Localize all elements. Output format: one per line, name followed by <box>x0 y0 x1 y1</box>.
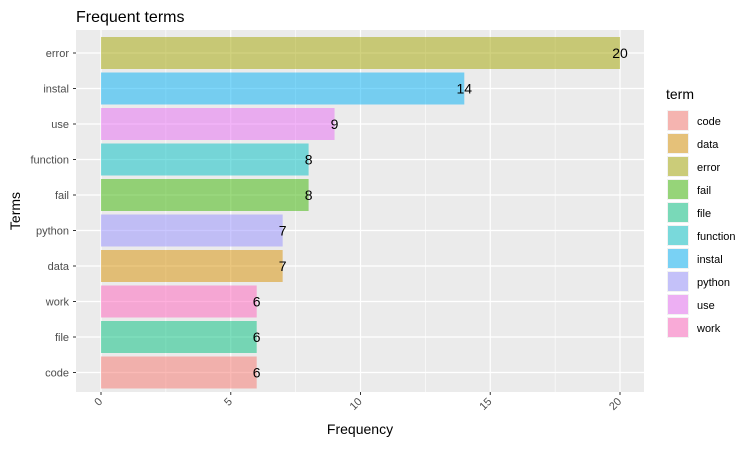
bar-data <box>101 250 283 282</box>
value-label-instal: 14 <box>457 81 473 97</box>
bar-work <box>101 285 257 318</box>
bar-function <box>101 143 309 176</box>
bar-use <box>101 108 335 140</box>
legend-swatch-python <box>668 272 688 291</box>
x-tick-label-20: 20 <box>607 396 624 413</box>
y-tick-label-instal: instal <box>43 84 69 96</box>
legend-swatch-error <box>668 157 688 176</box>
legend-swatch-file <box>668 203 688 222</box>
legend-title: term <box>666 86 694 102</box>
y-axis: error instal use function fail python data work… <box>30 48 76 380</box>
bar-fail <box>101 179 309 211</box>
legend-label-python: python <box>697 277 730 289</box>
y-tick-label-work: work <box>45 297 70 309</box>
value-label-file: 6 <box>253 329 261 345</box>
value-label-function: 8 <box>305 152 313 168</box>
y-tick-label-file: file <box>55 332 69 344</box>
bar-code <box>101 356 257 389</box>
value-label-fail: 8 <box>305 187 313 203</box>
legend-swatch-function <box>668 226 688 245</box>
value-label-error: 20 <box>612 45 628 61</box>
legend-label-work: work <box>696 323 721 335</box>
legend: term code data error fail file function instal… <box>666 86 736 338</box>
legend-label-function: function <box>697 231 736 243</box>
bars-layer <box>101 37 620 389</box>
x-axis: 0 5 10 15 20 <box>92 392 624 413</box>
bar-python <box>101 214 283 247</box>
y-tick-label-python: python <box>36 226 69 238</box>
value-label-data: 7 <box>279 258 287 274</box>
x-tick-label-10: 10 <box>348 396 365 413</box>
y-tick-label-function: function <box>30 155 69 167</box>
legend-swatch-code <box>668 111 688 130</box>
legend-label-code: code <box>697 116 721 128</box>
legend-swatch-instal <box>668 249 688 268</box>
legend-label-fail: fail <box>697 185 711 197</box>
y-tick-label-error: error <box>46 48 70 60</box>
y-tick-label-fail: fail <box>55 190 69 202</box>
chart-title: Frequent terms <box>76 9 184 26</box>
y-tick-label-use: use <box>51 119 69 131</box>
value-labels-layer: 20 14 9 8 8 7 7 6 6 6 <box>253 45 628 381</box>
value-label-python: 7 <box>279 223 287 239</box>
x-axis-title: Frequency <box>327 421 393 437</box>
legend-swatch-data <box>668 134 688 153</box>
value-label-code: 6 <box>253 365 261 381</box>
legend-swatch-fail <box>668 180 688 199</box>
bar-file <box>101 321 257 353</box>
bar-instal <box>101 72 465 105</box>
x-tick-label-0: 0 <box>92 396 105 409</box>
legend-label-error: error <box>697 162 721 174</box>
legend-label-use: use <box>697 300 715 312</box>
y-axis-title: Terms <box>7 192 23 230</box>
y-tick-label-data: data <box>48 261 70 273</box>
bar-error <box>101 37 620 69</box>
x-tick-label-5: 5 <box>222 396 235 409</box>
legend-swatch-work <box>668 318 688 337</box>
x-tick-label-15: 15 <box>477 396 494 413</box>
legend-swatch-use <box>668 295 688 314</box>
y-tick-label-code: code <box>45 368 69 380</box>
legend-label-file: file <box>697 208 711 220</box>
legend-label-data: data <box>697 139 719 151</box>
legend-label-instal: instal <box>697 254 723 266</box>
value-label-use: 9 <box>331 116 339 132</box>
value-label-work: 6 <box>253 294 261 310</box>
